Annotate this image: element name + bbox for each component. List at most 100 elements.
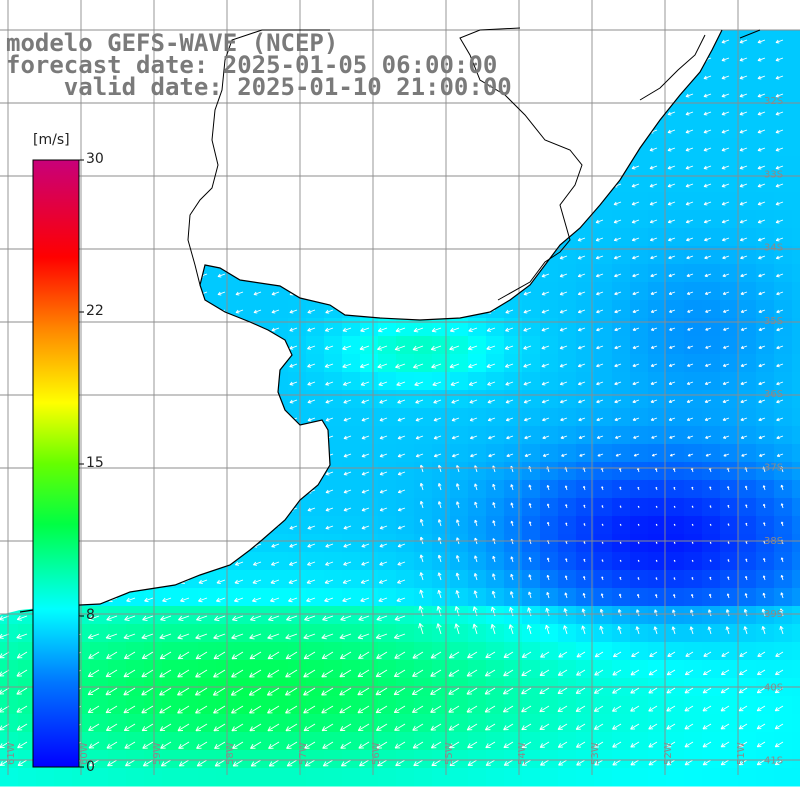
wind-arrow <box>377 327 388 333</box>
wind-cell <box>108 768 127 787</box>
wind-arrow <box>779 625 784 635</box>
wind-arrow <box>686 399 694 404</box>
wind-arrow <box>159 723 172 732</box>
wind-cell <box>756 624 775 643</box>
wind-cell <box>756 750 775 769</box>
wind-cell <box>738 174 757 193</box>
wind-arrow <box>774 687 784 694</box>
wind-arrow <box>124 741 136 749</box>
wind-cell <box>432 444 451 463</box>
wind-cell <box>450 318 469 337</box>
wind-cell <box>108 642 127 661</box>
wind-arrow <box>358 651 370 659</box>
wind-arrow <box>196 741 208 749</box>
wind-arrow <box>325 543 334 548</box>
wind-cell <box>738 84 757 103</box>
wind-cell <box>630 660 649 679</box>
wind-cell <box>522 390 541 409</box>
wind-cell <box>288 588 307 607</box>
wind-arrow <box>0 669 10 677</box>
wind-cell <box>522 588 541 607</box>
wind-arrow <box>775 255 784 260</box>
wind-cell <box>234 660 253 679</box>
wind-cell <box>684 750 703 769</box>
wind-cell <box>702 102 721 121</box>
wind-arrow <box>448 705 460 713</box>
wind-cell <box>396 552 415 571</box>
wind-arrow <box>289 525 298 530</box>
wind-arrow <box>437 554 442 563</box>
wind-arrow <box>307 561 316 566</box>
wind-arrow <box>324 345 334 350</box>
wind-cell <box>90 642 109 661</box>
wind-cell <box>594 732 613 751</box>
wind-arrow <box>775 129 784 134</box>
wind-cell <box>306 354 325 373</box>
wind-cell <box>414 606 433 625</box>
wind-arrow <box>673 541 676 545</box>
wind-cell <box>738 66 757 85</box>
wind-cell <box>774 408 793 427</box>
wind-cell <box>450 372 469 391</box>
wind-arrow <box>506 453 514 458</box>
wind-arrow <box>614 381 622 386</box>
wind-arrow <box>704 273 712 278</box>
wind-cell <box>342 714 361 733</box>
wind-cell <box>648 192 667 211</box>
wind-arrow <box>321 687 334 696</box>
wind-cell <box>486 588 505 607</box>
wind-arrow <box>343 525 352 530</box>
wind-arrow <box>306 579 316 584</box>
wind-cell <box>684 480 703 499</box>
wind-arrow <box>468 381 478 386</box>
wind-cell <box>144 768 163 787</box>
wind-arrow <box>687 453 694 457</box>
colorbar-label-15: 15 <box>86 455 104 471</box>
wind-cell <box>702 642 721 661</box>
wind-arrow <box>632 309 640 314</box>
wind-arrow <box>775 201 784 206</box>
wind-cell <box>684 84 703 103</box>
wind-arrow <box>650 363 658 368</box>
wind-cell <box>288 570 307 589</box>
wind-arrow <box>357 687 370 696</box>
wind-arrow <box>502 687 514 695</box>
wind-arrow <box>601 505 604 509</box>
wind-cell <box>666 714 685 733</box>
wind-arrow <box>649 165 658 170</box>
wind-arrow <box>521 723 532 731</box>
wind-cell <box>540 516 559 535</box>
wind-cell <box>144 714 163 733</box>
wind-cell <box>558 606 577 625</box>
wind-arrow <box>412 723 424 731</box>
wind-arrow <box>141 687 154 696</box>
wind-cell <box>756 372 775 391</box>
wind-cell <box>180 768 199 787</box>
wind-cell <box>252 624 271 643</box>
wind-cell <box>432 408 451 427</box>
wind-arrow <box>619 523 622 527</box>
wind-cell <box>774 120 793 139</box>
wind-cell <box>738 156 757 175</box>
lat-label: 37S <box>764 463 783 474</box>
wind-cell <box>396 516 415 535</box>
wind-arrow <box>722 363 730 367</box>
wind-arrow <box>196 615 208 622</box>
wind-cell <box>612 732 631 751</box>
wind-arrow <box>721 669 730 676</box>
wind-arrow <box>342 597 352 603</box>
wind-cell <box>558 408 577 427</box>
wind-cell <box>756 354 775 373</box>
wind-arrow <box>673 594 676 599</box>
wind-cell <box>504 624 523 643</box>
wind-arrow <box>614 345 622 350</box>
wind-cell <box>792 210 800 229</box>
wind-cell <box>738 318 757 337</box>
wind-cell <box>450 534 469 553</box>
wind-cell <box>252 750 271 769</box>
wind-cell <box>756 462 775 481</box>
lat-label: 32S <box>764 96 783 107</box>
wind-cell <box>360 354 379 373</box>
wind-arrow <box>655 486 658 491</box>
wind-cell <box>540 282 559 301</box>
